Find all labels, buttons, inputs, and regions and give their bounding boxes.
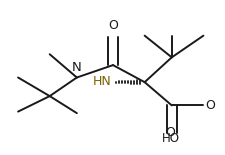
Text: O: O (165, 126, 175, 140)
Text: O: O (205, 99, 215, 112)
Text: N: N (72, 61, 81, 74)
Text: HN: HN (93, 75, 111, 88)
Text: O: O (108, 19, 117, 32)
Text: HO: HO (161, 132, 179, 145)
